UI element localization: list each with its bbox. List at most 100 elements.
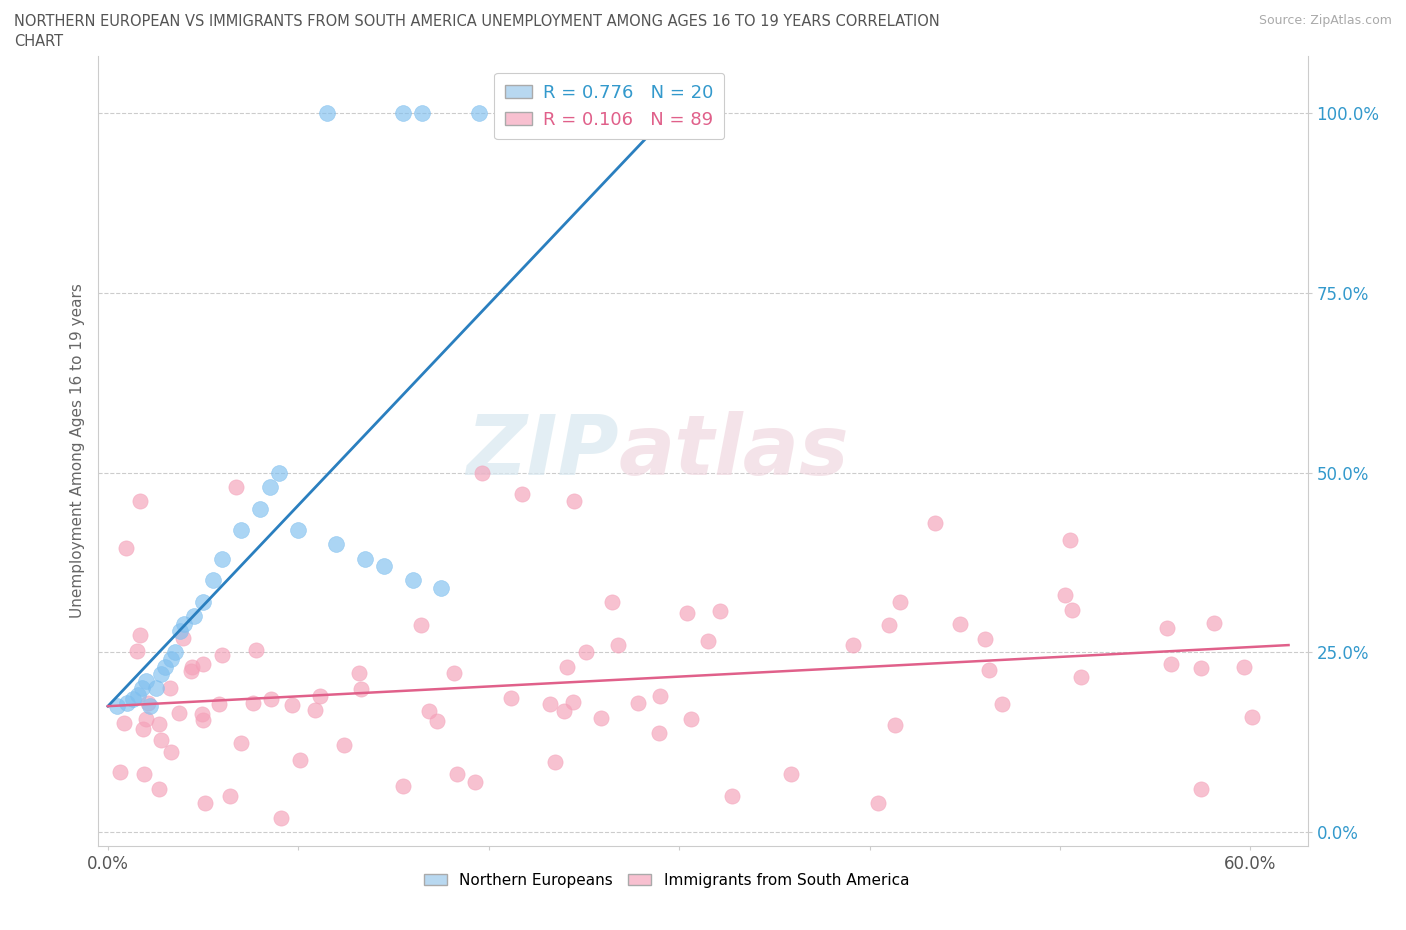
Point (211, 647, 233, 662)
Point (132, 722, 155, 737)
Point (127, 688, 149, 703)
Point (180, 663, 202, 678)
Point (676, 605, 699, 620)
Point (879, 618, 901, 632)
Point (443, 666, 465, 681)
Point (135, 711, 157, 726)
Point (231, 736, 253, 751)
Point (553, 703, 575, 718)
Point (696, 633, 718, 648)
Point (153, 659, 176, 674)
Point (316, 106, 339, 121)
Point (949, 616, 972, 631)
Point (721, 789, 744, 804)
Point (194, 796, 217, 811)
Point (115, 695, 138, 710)
Point (145, 681, 167, 696)
Point (270, 810, 292, 825)
Point (1189, 660, 1212, 675)
Text: ZIP: ZIP (465, 410, 619, 492)
Text: NORTHERN EUROPEAN VS IMMIGRANTS FROM SOUTH AMERICA UNEMPLOYMENT AMONG AGES 16 TO: NORTHERN EUROPEAN VS IMMIGRANTS FROM SOU… (14, 14, 939, 29)
Point (510, 486, 533, 501)
Point (647, 725, 669, 740)
Point (1233, 659, 1256, 674)
Point (354, 551, 377, 566)
Point (193, 712, 215, 727)
Point (591, 711, 613, 725)
Point (977, 663, 1000, 678)
Text: CHART: CHART (14, 34, 63, 49)
Point (269, 465, 291, 480)
Point (630, 106, 652, 121)
Point (464, 774, 486, 789)
Point (114, 540, 136, 555)
Point (350, 682, 373, 697)
Point (287, 523, 309, 538)
Point (411, 106, 433, 121)
Point (538, 697, 561, 711)
Point (606, 638, 628, 653)
Point (181, 660, 204, 675)
Point (107, 698, 129, 713)
Point (709, 604, 731, 618)
Point (148, 716, 170, 731)
Point (128, 494, 150, 509)
Point (561, 695, 583, 710)
Point (1156, 621, 1178, 636)
Point (648, 689, 671, 704)
Point (288, 752, 311, 767)
Legend: Northern Europeans, Immigrants from South America: Northern Europeans, Immigrants from Sout… (418, 867, 915, 894)
Point (868, 796, 890, 811)
Point (231, 523, 253, 538)
Point (149, 733, 172, 748)
Point (172, 631, 194, 645)
Point (602, 594, 624, 609)
Point (471, 465, 494, 480)
Point (1240, 710, 1263, 724)
Point (110, 764, 132, 779)
Y-axis label: Unemployment Among Ages 16 to 19 years: Unemployment Among Ages 16 to 19 years (69, 284, 84, 618)
Point (392, 106, 415, 121)
Point (112, 715, 135, 730)
Point (160, 744, 183, 759)
Point (991, 697, 1014, 711)
Point (281, 698, 304, 712)
Point (1060, 603, 1083, 618)
Point (496, 106, 519, 121)
Point (139, 698, 162, 713)
Point (1189, 781, 1212, 796)
Point (135, 673, 157, 688)
Point (259, 480, 281, 495)
Point (430, 580, 453, 595)
Point (333, 737, 356, 752)
Point (1059, 533, 1081, 548)
Point (304, 702, 326, 717)
Point (575, 644, 598, 659)
Point (163, 644, 186, 659)
Point (658, 106, 681, 121)
Point (889, 594, 911, 609)
Point (148, 781, 170, 796)
Point (159, 681, 181, 696)
Point (260, 692, 283, 707)
Point (191, 657, 214, 671)
Point (557, 660, 579, 675)
Point (1070, 669, 1092, 684)
Point (191, 594, 214, 609)
Point (201, 573, 224, 588)
Point (173, 616, 195, 631)
Point (1204, 616, 1226, 631)
Point (218, 789, 240, 804)
Point (242, 695, 264, 710)
Point (562, 494, 585, 509)
Point (418, 703, 440, 718)
Point (128, 628, 150, 643)
Text: atlas: atlas (619, 410, 849, 492)
Point (225, 480, 247, 495)
Point (679, 711, 702, 726)
Point (974, 631, 997, 646)
Point (121, 692, 143, 707)
Point (245, 643, 267, 658)
Point (309, 688, 332, 703)
Point (132, 767, 155, 782)
